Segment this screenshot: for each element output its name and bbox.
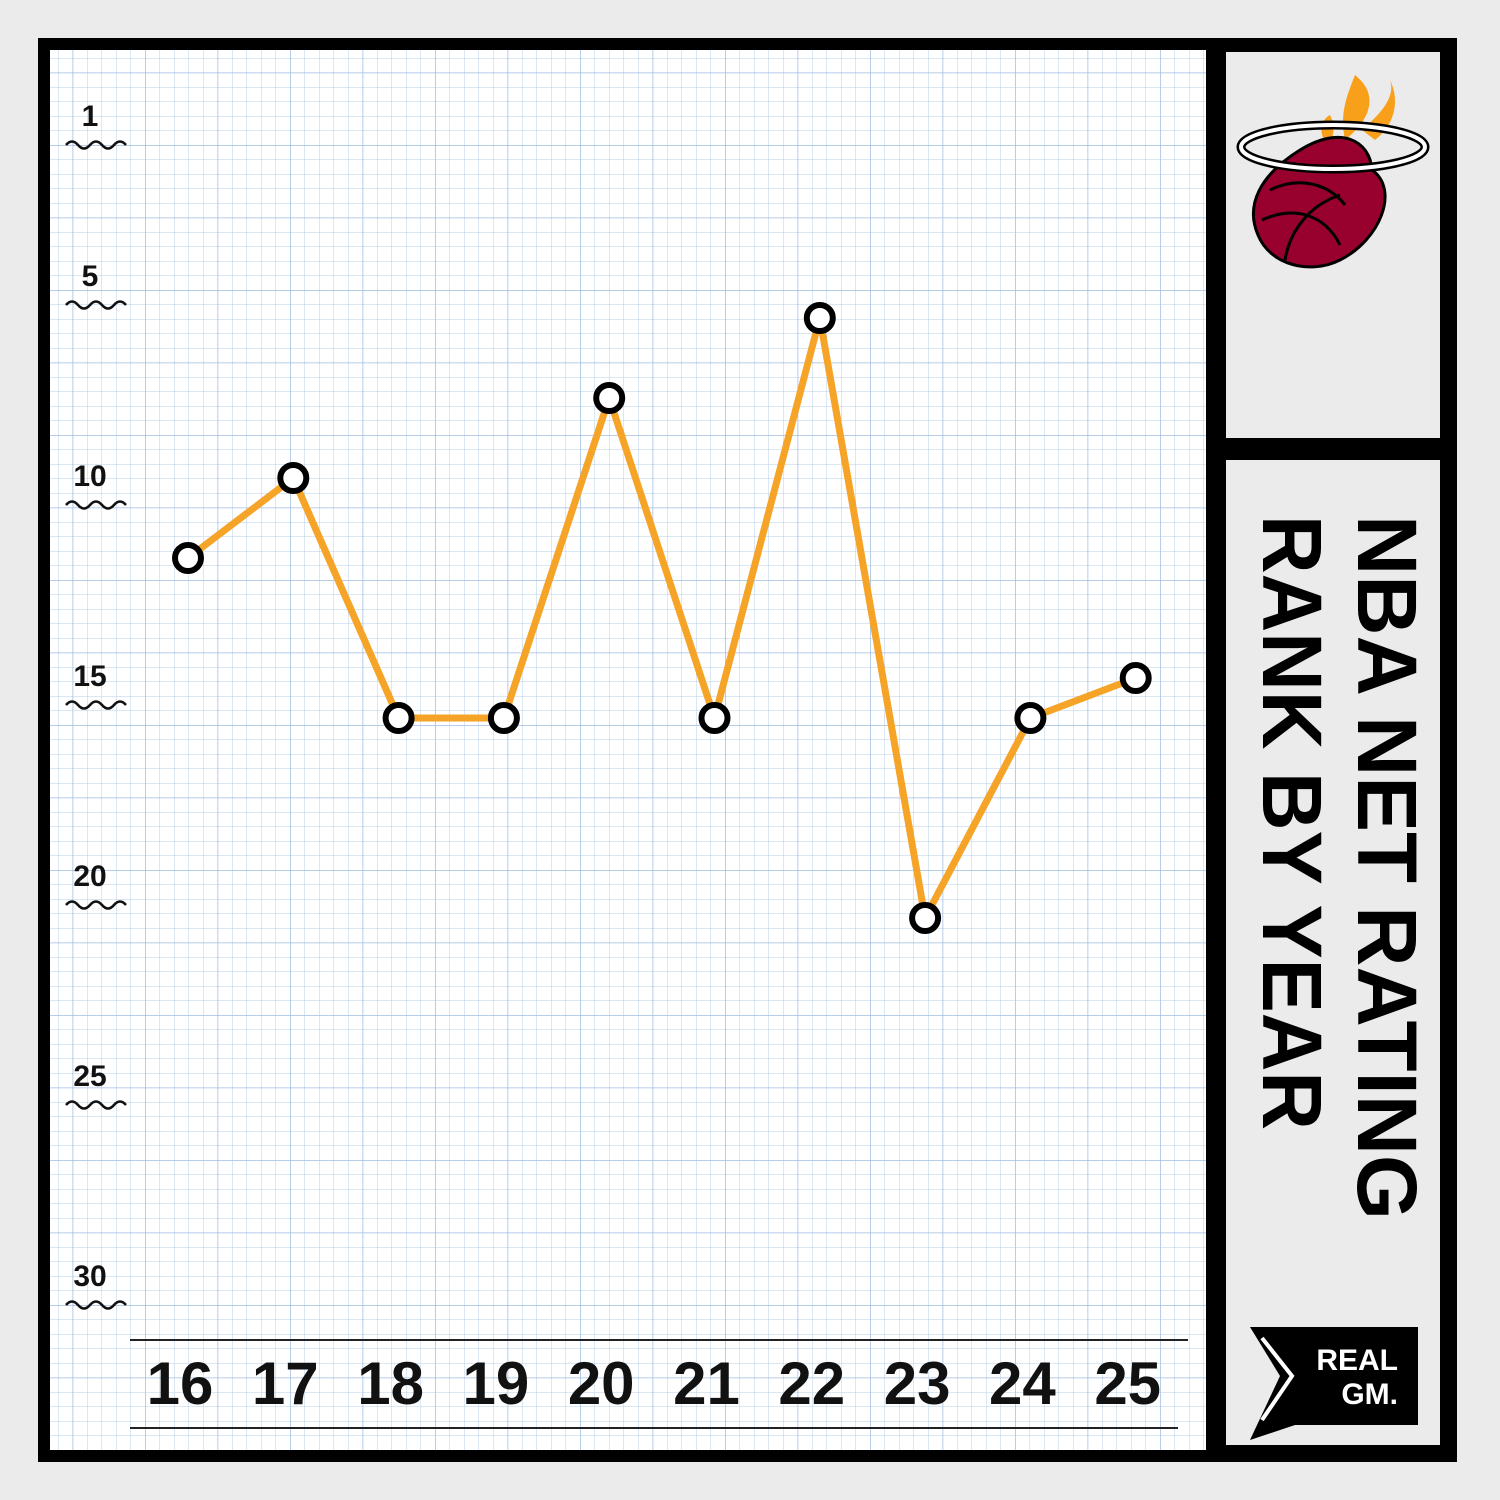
team-logo [1236, 75, 1430, 269]
tick-wave [65, 500, 127, 510]
x-tick-label: 19 [463, 1350, 530, 1417]
x-tick-label: 17 [252, 1350, 319, 1417]
x-tick-label: 20 [568, 1350, 635, 1417]
title-panel [1226, 460, 1440, 1445]
x-tick-label: 16 [147, 1350, 214, 1417]
x-tick-label: 18 [357, 1350, 424, 1417]
brand-logo [1250, 1327, 1418, 1440]
tick-wave [65, 700, 127, 710]
tick-wave [65, 1100, 127, 1110]
tick-wave [65, 1300, 127, 1310]
point [698, 702, 731, 734]
brand-text: GM. [1341, 1378, 1398, 1411]
x-tick-label: 23 [884, 1350, 951, 1417]
point [487, 702, 520, 734]
point [382, 702, 415, 734]
x-tick-label: 24 [989, 1350, 1056, 1417]
point [1119, 662, 1152, 694]
y-tick-label: 25 [73, 1060, 106, 1093]
point [277, 462, 310, 494]
point [593, 382, 626, 414]
point [172, 542, 204, 574]
y-tick-label: 1 [82, 100, 99, 133]
chart-title: NBA NET RATING [1340, 515, 1434, 1220]
x-tick-label: 22 [778, 1350, 845, 1417]
y-tick-label: 5 [82, 260, 99, 293]
y-tick-label: 15 [73, 660, 106, 693]
tick-wave [65, 300, 127, 310]
brand-text: REAL [1316, 1344, 1398, 1377]
point [803, 302, 836, 334]
tick-wave [65, 140, 127, 150]
point [909, 902, 942, 934]
y-tick-label: 10 [73, 460, 106, 493]
x-tick-label: 21 [673, 1350, 740, 1417]
y-tick-label: 20 [73, 860, 106, 893]
x-tick-label: 25 [1094, 1350, 1161, 1417]
y-tick-label: 30 [73, 1260, 106, 1293]
tick-wave [65, 900, 127, 910]
paper-grid [50, 50, 1206, 1450]
line [185, 317, 1137, 929]
point [1014, 702, 1047, 734]
chart-subtitle: RANK BY YEAR [1245, 515, 1339, 1130]
